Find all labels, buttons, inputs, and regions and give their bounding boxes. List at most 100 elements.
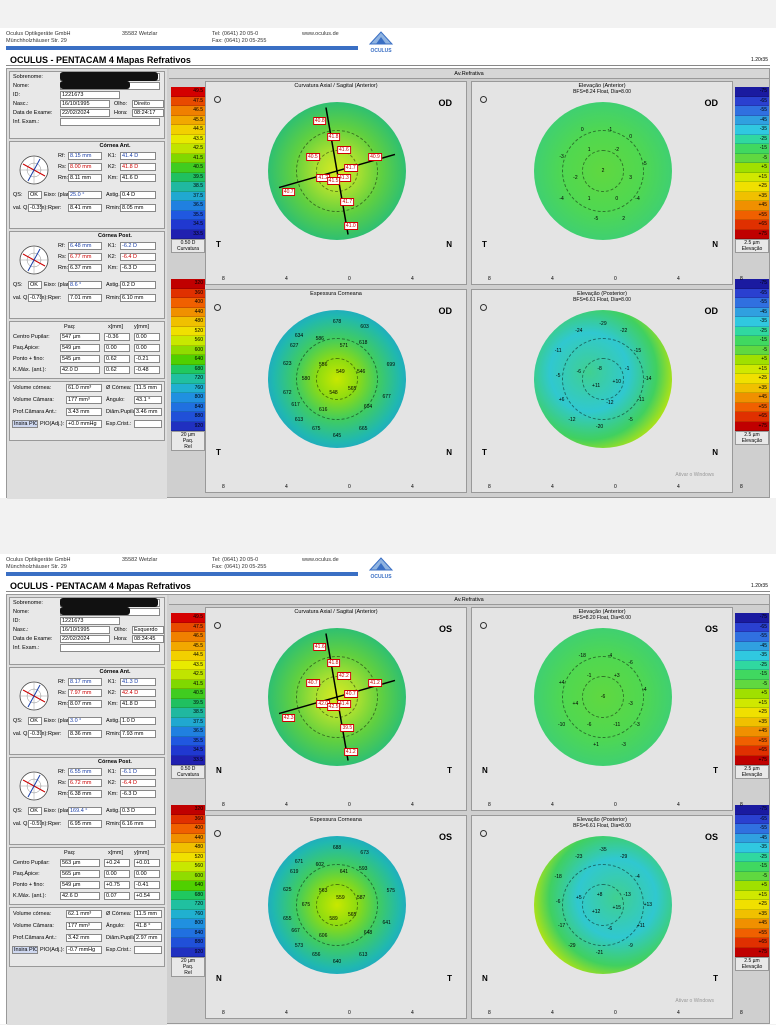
map-value: 640 bbox=[332, 958, 342, 965]
color-map[interactable]: 0 -1 0 -3 1 -2 -5 -2 2 3 -4 1 0 -4 -5 2 bbox=[534, 102, 672, 240]
map-value: 586 bbox=[315, 335, 324, 342]
color-map[interactable]: -23 -35 -29 -18 -4 -6 +5 +8 -13 +12 +15 +13 -17 -6 +11… bbox=[534, 836, 672, 974]
rmin-label: Rmin: bbox=[106, 295, 121, 301]
axis-tick-label: 4 bbox=[411, 276, 414, 282]
scale-cell: 46.5 bbox=[171, 106, 205, 116]
scale-cell: -5 bbox=[735, 153, 769, 163]
patient-id-field: 1221673 bbox=[60, 91, 120, 99]
cornea-diameter-field: 11.5 mm bbox=[134, 384, 162, 392]
map-value: 41.7 bbox=[340, 198, 355, 207]
rf-field: 8.15 mm bbox=[68, 152, 102, 160]
color-map[interactable]: -24 -29 -22 -11 -15 -5 -6 -8 -1 +11 +10 -14 +6 -12 -11… bbox=[534, 310, 672, 448]
map-value: 580 bbox=[301, 376, 311, 382]
scale-cell: 560 bbox=[171, 862, 205, 872]
zoom-magnifier[interactable] bbox=[480, 96, 487, 103]
color-map[interactable]: 41.6 41.8 42.2 40.7 41.4 41.2 40.7 42.0 42.5 39.5… bbox=[268, 628, 406, 766]
scale-cell: 560 bbox=[171, 336, 205, 346]
map-title: Elevação (Anterior) bbox=[578, 83, 626, 89]
name-label: Nome: bbox=[13, 609, 30, 615]
scale-unit: 2.5 µm bbox=[744, 240, 760, 246]
map-value: 546 bbox=[356, 369, 366, 376]
map-panel-axial: Curvatura Axial / Sagital (Anterior) OS N T… bbox=[205, 607, 477, 811]
eye-label: OD bbox=[704, 98, 719, 108]
pachy-row-y: +0.54 bbox=[134, 892, 160, 900]
map-value: -3 bbox=[635, 721, 640, 728]
pachy-row-value: 549 µm bbox=[60, 881, 100, 889]
scale-cell: 400 bbox=[171, 824, 205, 834]
scale-cell: -55 bbox=[735, 106, 769, 116]
redacted-name bbox=[60, 607, 130, 615]
scale-cell: 43.5 bbox=[171, 134, 205, 144]
zoom-magnifier[interactable] bbox=[480, 622, 487, 629]
scale-cell: +55 bbox=[735, 736, 769, 746]
exam-time-label: Hora: bbox=[114, 636, 128, 642]
exam-info-label: Inf. Exam.: bbox=[13, 119, 40, 125]
map-value: 40.7 bbox=[281, 187, 296, 196]
rm-label: Rm: bbox=[58, 175, 69, 181]
magnifier-icon[interactable] bbox=[214, 830, 221, 837]
scale-cell: -45 bbox=[735, 307, 769, 317]
map-value: -15 bbox=[633, 348, 642, 355]
map-subtitle: BFS=6.61 Float, Dia=8.00 bbox=[573, 297, 631, 303]
scale-cell: +35 bbox=[735, 383, 769, 393]
scale-name-2: Rel bbox=[184, 970, 192, 976]
magnifier-icon[interactable] bbox=[480, 96, 487, 103]
company-city: 35582 Wetzlar bbox=[122, 557, 158, 563]
zoom-magnifier[interactable] bbox=[214, 304, 221, 311]
magnifier-icon[interactable] bbox=[214, 304, 221, 311]
title-bar: OCULUS - PENTACAM 4 Mapas Refrativos 1.20… bbox=[6, 54, 770, 66]
company-web: www.oculus.de bbox=[302, 31, 339, 37]
insert-iop-button[interactable]: Insira PIO bbox=[12, 946, 38, 954]
magnifier-icon[interactable] bbox=[480, 830, 487, 837]
scale-cell: 360 bbox=[171, 814, 205, 824]
scale-cell: 42.5 bbox=[171, 670, 205, 680]
color-map[interactable]: 688 673 602 619 641 671 593 625 563 559 575 675 565 6… bbox=[268, 836, 406, 974]
zoom-magnifier[interactable] bbox=[214, 830, 221, 837]
y-header: y[mm] bbox=[134, 324, 149, 330]
scale-name: Curvatura bbox=[177, 772, 199, 778]
scale-cell: 400 bbox=[171, 298, 205, 308]
axis-tick-label: 0 bbox=[348, 802, 351, 808]
pachymetry-box: Paq: x[mm] y[mm] Centro Pupilar: 563 µm +0.24… bbox=[9, 847, 165, 905]
birth-date-field: 16/10/1995 bbox=[60, 100, 110, 108]
astig-field: 0.4 D bbox=[120, 191, 156, 199]
scale-cell: 760 bbox=[171, 909, 205, 919]
header-blue-bar bbox=[6, 46, 358, 50]
color-map[interactable]: -18 -4 -6 +4 -1 +3 -4 +4 -6 -3 -10 -6 -11 -3 +1 -3 bbox=[534, 628, 672, 766]
zoom-magnifier[interactable] bbox=[214, 96, 221, 103]
zoom-magnifier[interactable] bbox=[214, 622, 221, 629]
anterior-cornea-box: Córnea Ant. Rf: 8.17 mm K1: 41.3 D Rs: 7.97 mm… bbox=[9, 667, 165, 755]
color-map[interactable]: 678 603 586 627 571 634 618 623 556 549 699 580 565 6… bbox=[268, 310, 406, 448]
oculus-logo: OCULUS bbox=[364, 30, 398, 54]
scale-cell: -25 bbox=[735, 852, 769, 862]
astig-field: 0.3 D bbox=[120, 807, 156, 815]
scale-cell: 840 bbox=[171, 402, 205, 412]
map-value: 641 bbox=[339, 868, 349, 875]
map-value: -29 bbox=[568, 943, 576, 950]
rmin-field: 6.10 mm bbox=[120, 294, 156, 302]
name-label: Nome: bbox=[13, 83, 30, 89]
map-value: -11 bbox=[637, 396, 645, 403]
axis-tick-label: 4 bbox=[285, 1010, 288, 1016]
patient-box: Sobrenome: Nome: ID: 1221673 Nasc.: 16/10/199… bbox=[9, 597, 165, 665]
astig-label: Astig.: bbox=[106, 718, 122, 724]
magnifier-icon[interactable] bbox=[480, 304, 487, 311]
map-value: +11 bbox=[636, 922, 645, 929]
side-label-right: T bbox=[713, 766, 718, 775]
scale-cell: +55 bbox=[735, 210, 769, 220]
magnifier-icon[interactable] bbox=[480, 622, 487, 629]
map-value: 699 bbox=[386, 362, 395, 369]
km-field: 41.6 D bbox=[120, 174, 156, 182]
map-value: -17 bbox=[557, 922, 566, 929]
magnifier-icon[interactable] bbox=[214, 96, 221, 103]
color-map[interactable]: 40.8 41.8 41.6 41.7 41.3 40.9 40.5 41.2 41.5 41.7… bbox=[268, 102, 406, 240]
map-value: 548 bbox=[329, 389, 338, 396]
magnifier-icon[interactable] bbox=[214, 622, 221, 629]
map-value: 589 bbox=[329, 915, 338, 922]
zoom-magnifier[interactable] bbox=[480, 304, 487, 311]
map-value: 40.5 bbox=[305, 153, 320, 162]
zoom-magnifier[interactable] bbox=[480, 830, 487, 837]
astig-label: Astig.: bbox=[106, 192, 122, 198]
insert-iop-button[interactable]: Insira PIO bbox=[12, 420, 38, 428]
rper-field: 7.01 mm bbox=[68, 294, 102, 302]
